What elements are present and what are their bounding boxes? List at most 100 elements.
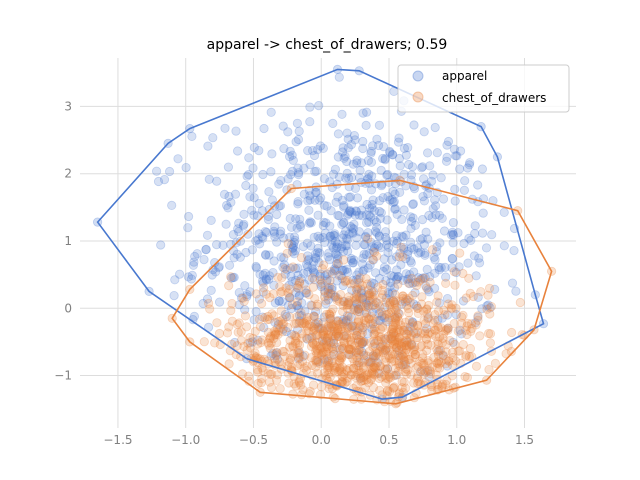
point-apparel: [249, 315, 259, 325]
point-chest-of-drawers: [485, 309, 495, 319]
point-chest-of-drawers: [357, 301, 367, 311]
hull-outlines: [96, 68, 553, 405]
point-chest-of-drawers: [423, 339, 433, 350]
point-apparel: [391, 231, 402, 241]
point-chest-of-drawers: [351, 372, 361, 383]
point-apparel: [327, 235, 337, 245]
point-chest-of-drawers: [363, 314, 374, 324]
point-apparel: [398, 232, 408, 242]
point-apparel: [290, 275, 301, 285]
point-chest-of-drawers: [331, 329, 342, 339]
point-apparel: [378, 142, 389, 152]
point-apparel: [292, 325, 303, 335]
point-apparel: [299, 163, 309, 173]
point-apparel: [416, 274, 426, 284]
point-apparel: [410, 288, 420, 298]
point-chest-of-drawers: [318, 347, 328, 357]
point-apparel: [253, 335, 263, 345]
point-apparel: [202, 294, 213, 304]
point-chest-of-drawers: [438, 350, 448, 360]
point-apparel: [394, 345, 404, 356]
point-apparel: [447, 254, 458, 264]
point-chest-of-drawers: [371, 361, 381, 372]
point-chest-of-drawers: [410, 345, 420, 355]
point-chest-of-drawers: [483, 328, 494, 339]
point-apparel: [363, 263, 373, 273]
point-apparel: [243, 229, 253, 239]
point-apparel: [447, 263, 457, 273]
point-apparel: [339, 331, 349, 341]
point-chest-of-drawers: [296, 380, 306, 390]
point-apparel: [313, 357, 323, 367]
point-chest-of-drawers: [394, 388, 404, 398]
point-apparel: [389, 197, 399, 207]
point-apparel: [390, 204, 400, 214]
point-apparel: [254, 229, 264, 239]
point-apparel: [308, 265, 318, 275]
point-apparel: [396, 260, 406, 270]
point-chest-of-drawers: [367, 363, 377, 373]
point-apparel: [276, 176, 286, 186]
point-chest-of-drawers: [360, 302, 371, 312]
point-chest-of-drawers: [397, 291, 408, 301]
point-apparel: [341, 241, 351, 251]
point-apparel: [159, 175, 170, 185]
point-chest-of-drawers: [317, 323, 327, 333]
point-apparel: [413, 273, 423, 283]
point-apparel: [267, 195, 277, 205]
point-chest-of-drawers: [389, 327, 399, 338]
point-apparel: [352, 298, 362, 309]
point-chest-of-drawers: [272, 323, 282, 333]
point-apparel: [268, 348, 278, 359]
point-chest-of-drawers: [401, 351, 411, 361]
point-chest-of-drawers: [433, 347, 443, 357]
point-chest-of-drawers: [392, 347, 402, 357]
point-apparel: [370, 351, 380, 361]
point-apparel: [309, 274, 320, 285]
point-apparel: [343, 134, 353, 144]
point-chest-of-drawers: [324, 336, 334, 346]
point-chest-of-drawers: [295, 276, 305, 287]
point-apparel: [388, 197, 398, 208]
point-chest-of-drawers: [315, 323, 325, 334]
point-chest-of-drawers: [419, 369, 429, 379]
point-apparel: [297, 298, 307, 308]
point-chest-of-drawers: [351, 294, 362, 304]
point-chest-of-drawers: [302, 326, 312, 336]
point-apparel: [354, 210, 364, 220]
point-chest-of-drawers: [263, 368, 273, 378]
point-apparel: [424, 210, 434, 221]
point-apparel: [272, 209, 282, 220]
point-apparel: [399, 244, 409, 254]
point-apparel: [399, 205, 409, 215]
point-apparel: [210, 257, 220, 268]
point-chest-of-drawers: [338, 296, 348, 306]
point-apparel: [447, 254, 457, 264]
point-chest-of-drawers: [294, 348, 304, 359]
point-chest-of-drawers: [276, 306, 286, 316]
point-apparel: [274, 296, 284, 306]
point-apparel: [380, 345, 391, 355]
point-apparel: [371, 217, 381, 227]
point-apparel: [423, 366, 433, 376]
point-chest-of-drawers: [258, 283, 269, 293]
point-apparel: [451, 309, 461, 320]
point-apparel: [499, 207, 509, 217]
point-chest-of-drawers: [413, 333, 423, 343]
point-chest-of-drawers: [321, 309, 332, 319]
point-apparel: [423, 234, 433, 244]
point-chest-of-drawers: [386, 305, 396, 315]
point-chest-of-drawers: [316, 382, 326, 392]
point-apparel: [192, 249, 202, 259]
point-chest-of-drawers: [346, 344, 356, 354]
point-chest-of-drawers: [291, 318, 301, 328]
point-apparel: [278, 324, 288, 334]
point-apparel: [448, 230, 458, 240]
point-chest-of-drawers: [243, 338, 253, 348]
point-apparel: [323, 283, 334, 293]
point-apparel: [344, 206, 355, 216]
point-apparel: [332, 242, 342, 252]
point-apparel: [269, 226, 279, 236]
point-chest-of-drawers: [335, 357, 345, 367]
